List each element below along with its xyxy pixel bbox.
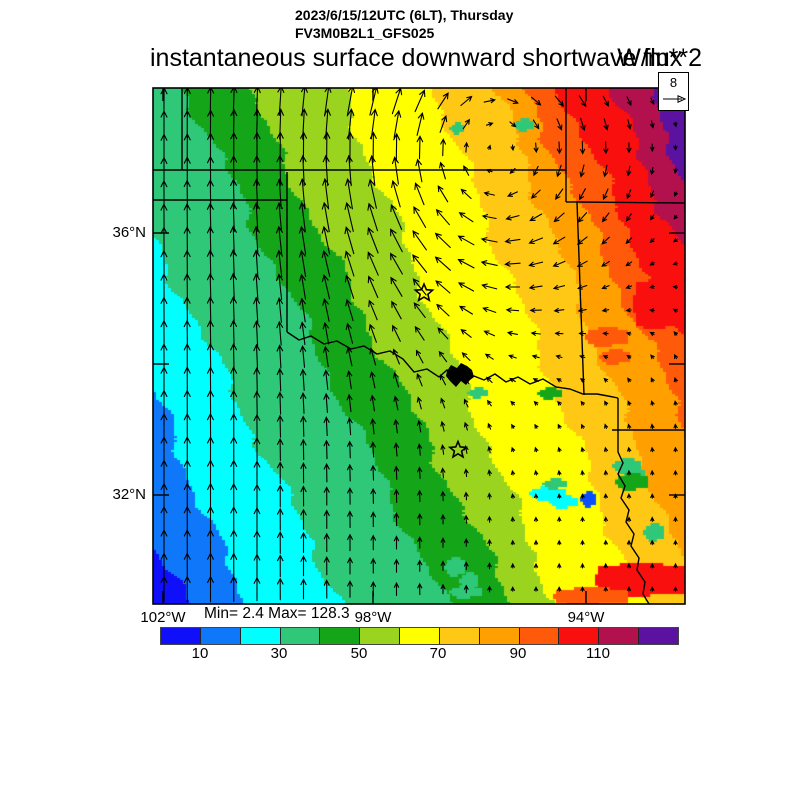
colorbar-segment [280,628,321,644]
colorbar-segment [200,628,241,644]
colorbar-segment [320,628,361,644]
colorbar-tick-label: 30 [270,645,288,662]
colorbar-segment [360,628,401,644]
lon-axis-label: 98°W [354,609,392,626]
datetime-heading: 2023/6/15/12UTC (6LT), Thursday [295,7,514,23]
colorbar-segment [519,628,560,644]
colorbar-segment [599,628,640,644]
minmax-label: Min= 2.4 Max= 128.3 [204,605,350,622]
plot-title: instantaneous surface downward shortwave… [150,44,683,72]
reference-vector-arrow [662,95,686,103]
lon-axis-label: 102°W [140,609,186,626]
flux-field-canvas [153,88,685,604]
colorbar-segment [400,628,440,644]
colorbar-segment [240,628,281,644]
model-run-heading: FV3M0B2L1_GFS025 [295,25,435,41]
reference-vector-value: 8 [669,75,678,90]
colorbar-segment [479,628,520,644]
units-label: W/m**2 [617,44,702,72]
lat-axis-label: 32°N [112,486,146,503]
colorbar-tick-label: 90 [509,645,527,662]
colorbar-tick-label: 110 [586,645,610,662]
colorbar-tick-label: 10 [191,645,209,662]
colorbar-segment [439,628,480,644]
colorbar-tick-label: 70 [429,645,447,662]
lat-axis-label: 36°N [112,224,146,241]
colorbar-segment [559,628,600,644]
colorbar [160,627,679,645]
colorbar-tick-label: 50 [350,645,368,662]
colorbar-segment [639,628,678,644]
reference-vector-box: 8 [658,72,689,111]
colorbar-segment [161,628,201,644]
lon-axis-label: 94°W [567,609,605,626]
